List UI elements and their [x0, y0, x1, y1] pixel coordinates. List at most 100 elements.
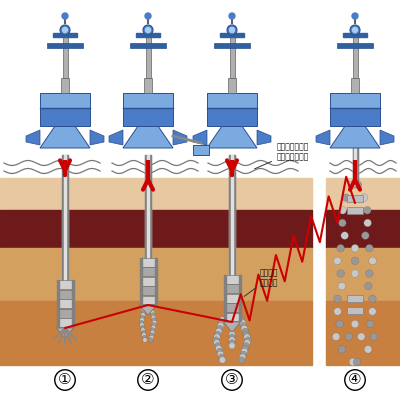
Bar [347, 207, 363, 214]
Circle shape [358, 333, 365, 341]
Circle shape [62, 13, 68, 19]
Bar [330, 108, 380, 126]
Text: ③: ③ [225, 373, 239, 388]
Bar [72, 280, 74, 289]
Polygon shape [40, 126, 90, 148]
Circle shape [364, 219, 372, 227]
Circle shape [245, 337, 251, 343]
Circle shape [336, 320, 344, 328]
Bar [56, 318, 58, 327]
Circle shape [215, 343, 221, 349]
Bar [56, 290, 74, 298]
Bar [230, 33, 234, 78]
Circle shape [217, 322, 224, 329]
Circle shape [244, 339, 250, 346]
Circle shape [150, 308, 154, 312]
Circle shape [354, 181, 362, 189]
Bar [224, 285, 240, 293]
Bar [229, 155, 235, 275]
Circle shape [216, 326, 223, 332]
Bar [238, 294, 240, 302]
Bar [140, 296, 142, 304]
Circle shape [229, 331, 235, 338]
Circle shape [352, 13, 358, 19]
Circle shape [141, 328, 145, 332]
Circle shape [366, 320, 374, 328]
Circle shape [227, 25, 237, 35]
Circle shape [142, 305, 147, 310]
Circle shape [351, 257, 359, 265]
Circle shape [229, 343, 235, 349]
Bar [154, 296, 156, 304]
Circle shape [142, 333, 146, 337]
Polygon shape [316, 130, 330, 145]
Circle shape [350, 25, 360, 35]
Circle shape [140, 323, 144, 327]
Bar [224, 275, 240, 284]
Circle shape [351, 320, 359, 328]
Circle shape [337, 244, 344, 252]
Bar [123, 93, 173, 108]
Bar [145, 155, 151, 258]
Bar [47, 43, 83, 47]
Bar [56, 309, 74, 318]
Circle shape [243, 331, 249, 338]
Bar [56, 299, 74, 308]
Circle shape [334, 257, 341, 265]
Bar [140, 277, 142, 285]
Circle shape [140, 315, 145, 320]
Bar [154, 258, 156, 267]
Bar [62, 155, 68, 280]
Bar [238, 285, 240, 293]
Circle shape [366, 270, 373, 277]
Circle shape [351, 270, 359, 277]
Circle shape [339, 207, 346, 214]
Circle shape [334, 295, 341, 302]
Bar [207, 108, 257, 126]
Bar [356, 90, 358, 178]
Bar [326, 178, 400, 210]
Circle shape [140, 318, 144, 322]
Bar [234, 155, 235, 275]
Circle shape [143, 303, 147, 307]
Circle shape [229, 337, 235, 343]
Bar [40, 93, 90, 108]
Circle shape [349, 358, 357, 366]
Bar [123, 108, 173, 126]
Circle shape [141, 330, 146, 335]
Bar [56, 290, 58, 298]
Bar [347, 307, 363, 314]
Circle shape [62, 27, 68, 33]
Bar [140, 286, 142, 295]
Bar [330, 93, 380, 108]
Bar [326, 248, 400, 300]
Circle shape [149, 305, 154, 310]
Circle shape [362, 232, 369, 239]
Polygon shape [224, 322, 240, 332]
Bar [351, 78, 359, 93]
Circle shape [342, 194, 350, 201]
Bar [352, 90, 358, 178]
Bar [72, 290, 74, 298]
Bar [56, 318, 74, 327]
Bar [238, 303, 240, 312]
Bar [64, 155, 66, 280]
Bar [140, 267, 156, 276]
Text: バイブロ
フロット: バイブロ フロット [244, 268, 278, 297]
Circle shape [240, 322, 247, 329]
Text: ④: ④ [348, 373, 362, 388]
Bar [56, 309, 58, 318]
Bar [356, 178, 358, 185]
Circle shape [151, 313, 155, 317]
Circle shape [149, 303, 153, 307]
Circle shape [364, 345, 372, 353]
Circle shape [334, 308, 342, 315]
Bar [56, 280, 74, 289]
Circle shape [243, 343, 249, 349]
Bar [354, 178, 356, 185]
Bar [352, 178, 358, 185]
Circle shape [360, 194, 368, 201]
Circle shape [150, 310, 155, 315]
Circle shape [366, 244, 373, 252]
Circle shape [142, 335, 147, 340]
